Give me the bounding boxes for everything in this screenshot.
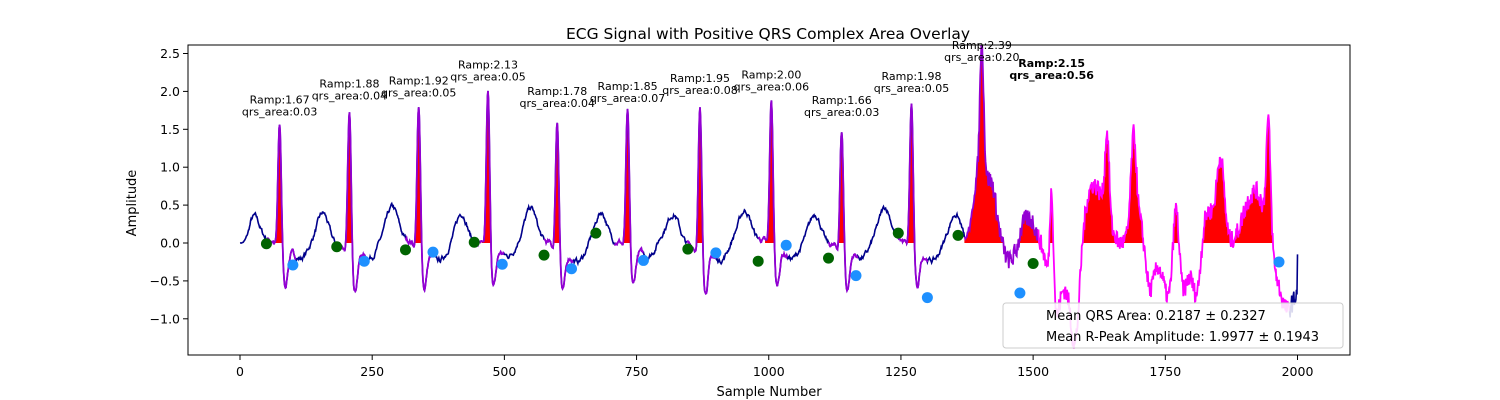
x-tick-label: 750 [625,364,649,379]
qrs-onset-marker [261,238,272,249]
x-tick-label: 500 [492,364,516,379]
qrs-onset-marker [753,256,764,267]
qrs-onset-marker [590,228,601,239]
qrs-offset-marker [710,247,721,258]
qrs-offset-marker [427,247,438,258]
x-tick-label: 1500 [1017,364,1049,379]
qrs-onset-marker [1028,258,1039,269]
qrs-area-label: qrs_area:0.05 [381,86,456,99]
qrs-offset-marker [1014,288,1025,299]
qrs-onset-marker [331,241,342,252]
legend-entry-mean-r-peak-amplitude: Mean R-Peak Amplitude: 1.9977 ± 0.1943 [1046,330,1319,345]
qrs-offset-marker [922,292,933,303]
x-tick-label: 1750 [1149,364,1181,379]
y-tick-label: 2.0 [160,84,180,99]
chart-title: ECG Signal with Positive QRS Complex Are… [566,25,970,43]
qrs-offset-marker [850,270,861,281]
qrs-onset-marker [400,244,411,255]
qrs-onset-marker [953,230,964,241]
qrs-offset-marker [287,259,298,270]
qrs-onset-marker [682,244,693,255]
qrs-offset-marker [638,255,649,266]
qrs-onset-marker [893,228,904,239]
y-tick-label: −0.5 [150,273,180,288]
qrs-area-label: qrs_area:0.07 [590,92,665,105]
qrs-offset-marker [1273,256,1284,267]
qrs-area-label: qrs_area:0.04 [520,97,595,110]
qrs-onset-marker [539,250,550,261]
y-tick-label: 1.5 [160,122,180,137]
qrs-offset-marker [781,240,792,251]
x-tick-label: 0 [236,364,244,379]
qrs-area-label: qrs_area:0.05 [450,71,525,84]
qrs-area-label: qrs_area:0.20 [944,51,1019,64]
y-tick-label: −1.0 [150,311,180,326]
qrs-area-label: qrs_area:0.04 [312,89,387,102]
x-axis-label: Sample Number [716,385,822,400]
qrs-onset-marker [823,253,834,264]
y-axis-label: Amplitude [125,170,140,237]
y-tick-label: 1.0 [160,160,180,175]
x-tick-label: 1000 [753,364,785,379]
qrs-offset-marker [566,263,577,274]
y-tick-label: 0.5 [160,198,180,213]
x-tick-label: 250 [360,364,384,379]
legend: Mean QRS Area: 0.2187 ± 0.2327 Mean R-Pe… [1003,303,1343,348]
y-tick-label: 2.5 [160,46,180,61]
qrs-offset-marker [497,259,508,270]
qrs-onset-marker [469,237,480,248]
qrs-area-label: qrs_area:0.03 [804,106,879,119]
qrs-area-label: qrs_area:0.56 [1009,69,1094,82]
qrs-area-label: qrs_area:0.06 [734,80,809,93]
qrs-area-label: qrs_area:0.08 [662,84,737,97]
qrs-offset-marker [359,256,370,267]
qrs-area-label: qrs_area:0.03 [242,105,317,118]
qrs-area-label: qrs_area:0.05 [874,82,949,95]
legend-entry-mean-qrs-area: Mean QRS Area: 0.2187 ± 0.2327 [1046,309,1266,324]
y-tick-label: 0.0 [160,236,180,251]
x-tick-label: 1250 [885,364,917,379]
x-tick-label: 2000 [1282,364,1314,379]
